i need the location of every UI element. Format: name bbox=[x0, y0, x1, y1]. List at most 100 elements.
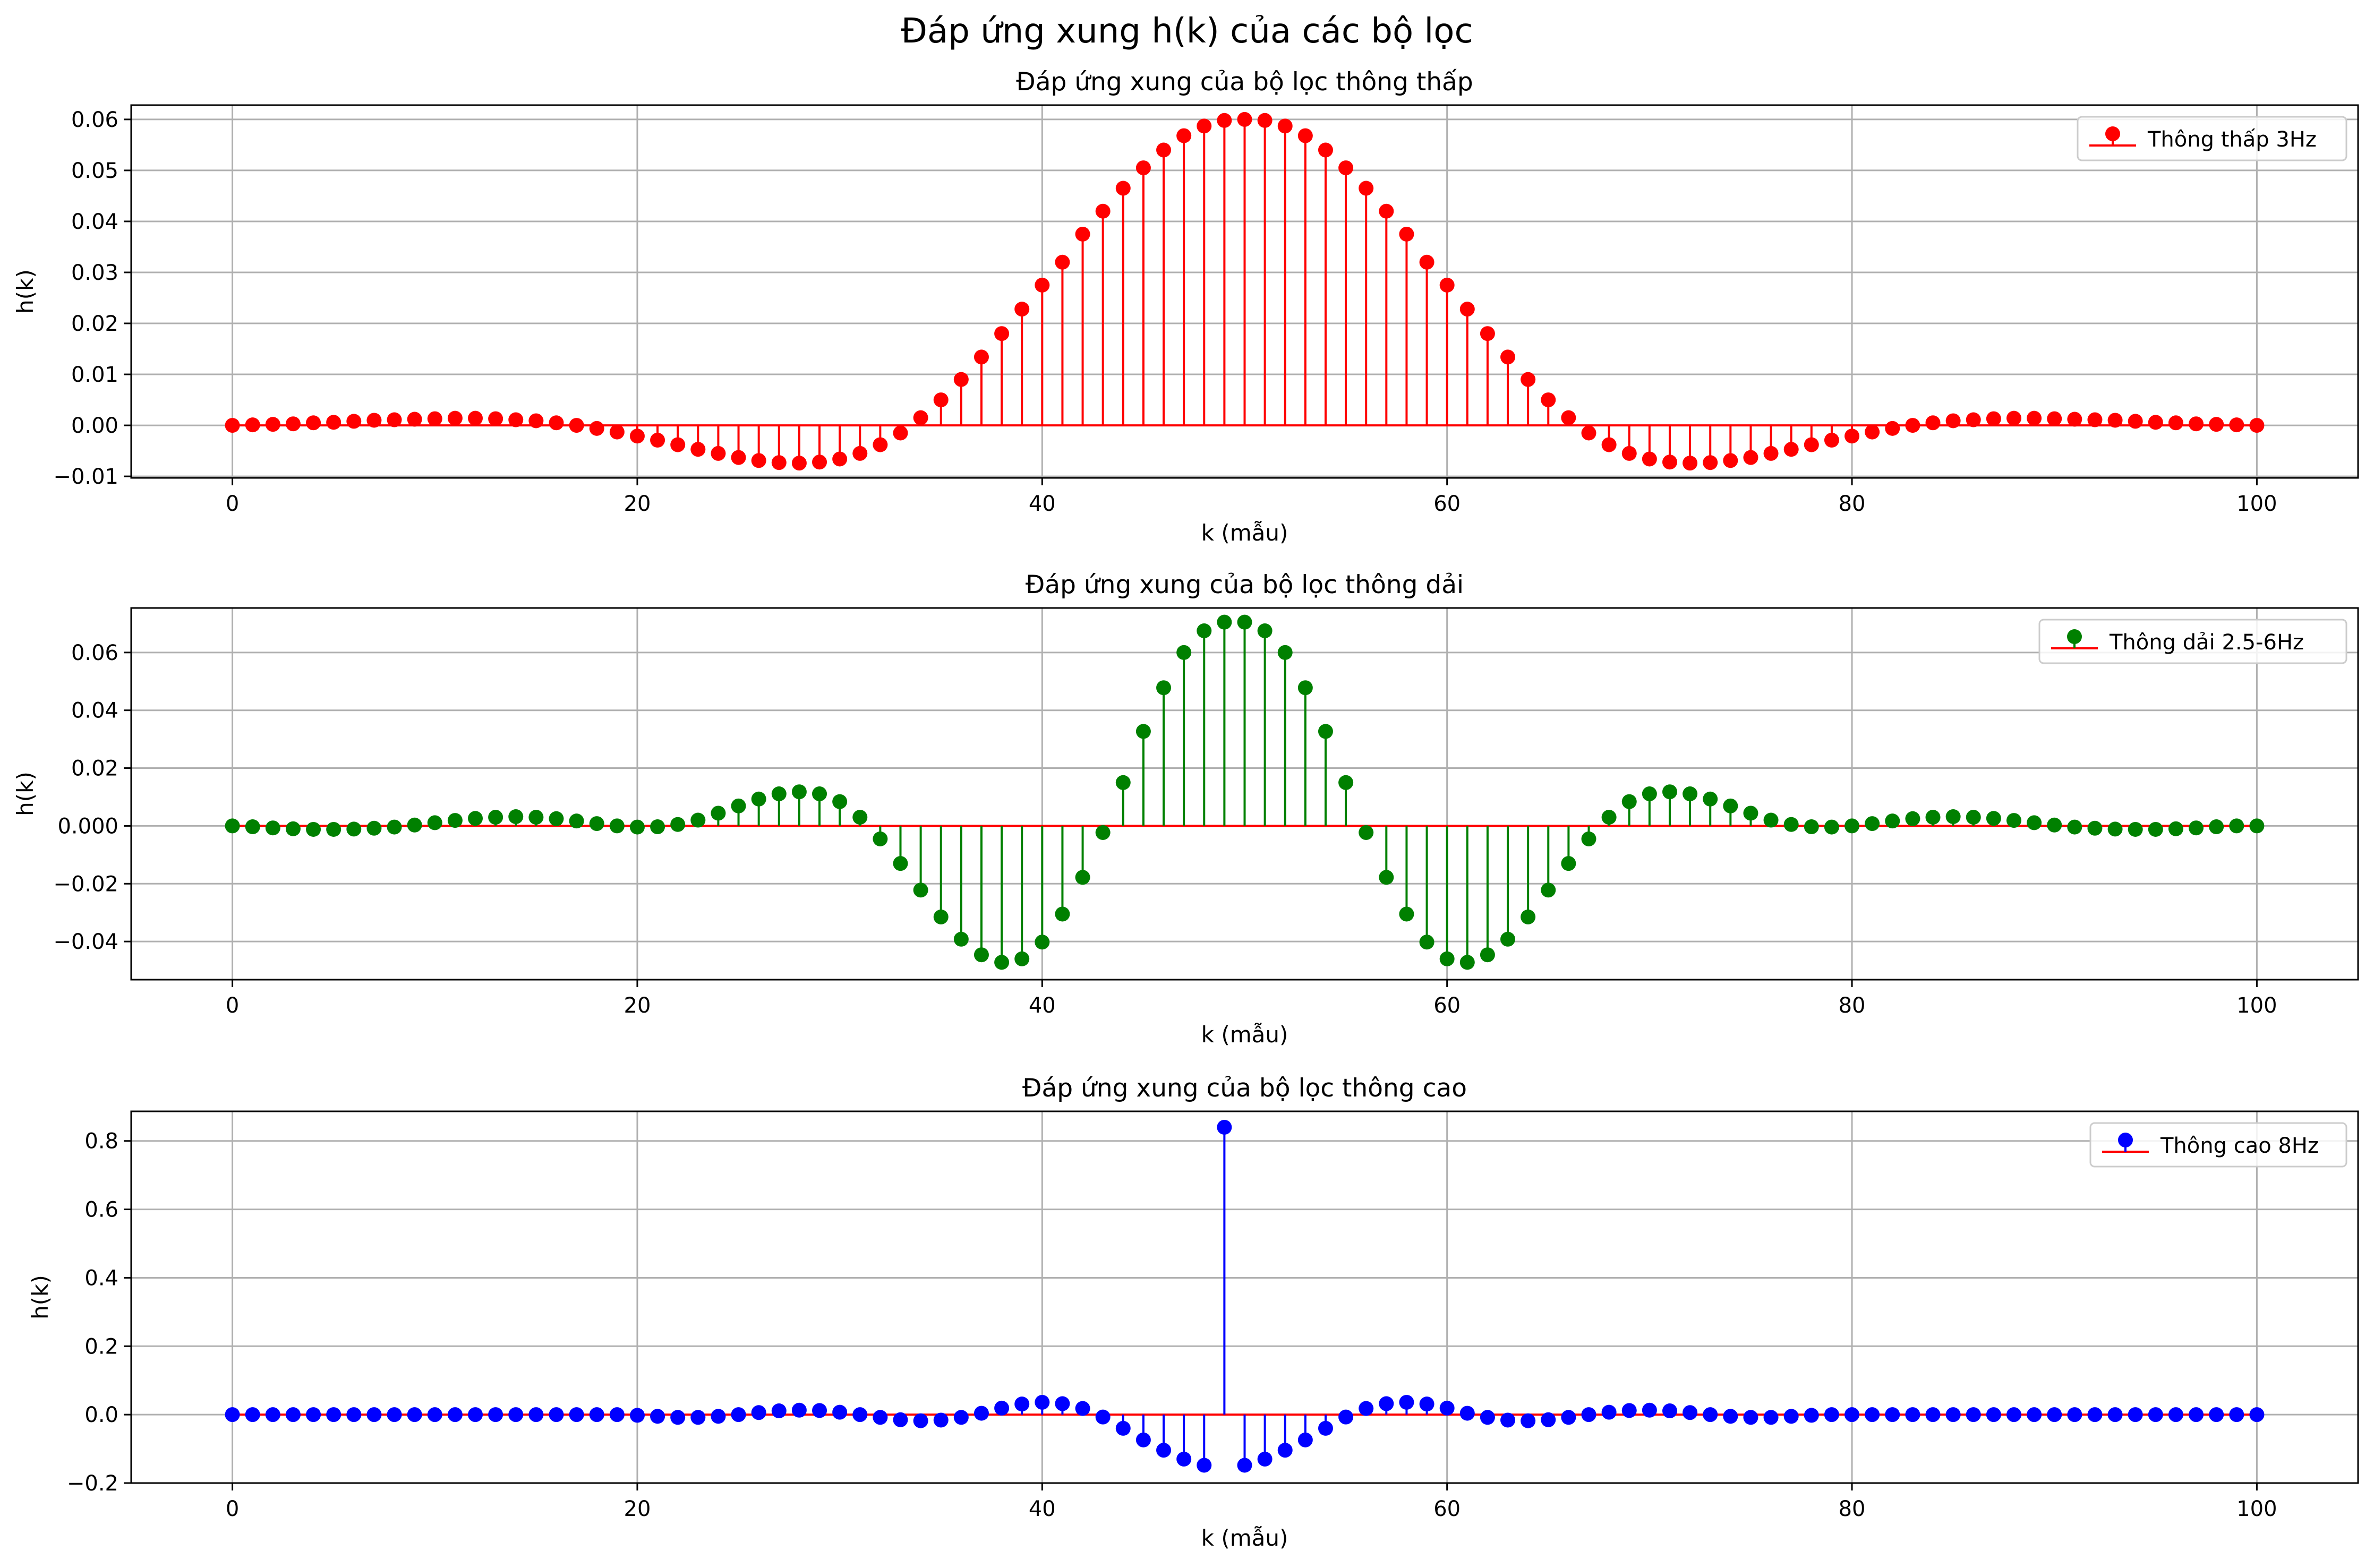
stem-marker bbox=[1197, 1458, 1212, 1473]
x-tick-label: 0 bbox=[226, 993, 239, 1018]
stem-marker bbox=[1966, 1407, 1981, 1423]
x-tick-label: 0 bbox=[226, 492, 239, 516]
stem-marker bbox=[1075, 1401, 1090, 1416]
stem-marker bbox=[1986, 411, 2001, 426]
stem-marker bbox=[1966, 810, 1981, 825]
y-tick-label: −0.2 bbox=[67, 1471, 118, 1496]
stem-marker bbox=[1763, 812, 1779, 828]
stem-marker bbox=[1277, 1443, 1293, 1458]
stem-marker bbox=[852, 1407, 868, 1423]
x-tick-label: 20 bbox=[624, 492, 651, 516]
stem-marker bbox=[1014, 1396, 1030, 1412]
stem-marker bbox=[1642, 451, 1657, 467]
stem-marker bbox=[569, 418, 584, 433]
x-tick-label: 80 bbox=[1839, 993, 1866, 1018]
stem-marker bbox=[933, 1412, 949, 1428]
stem-marker bbox=[1723, 798, 1738, 813]
stem-marker bbox=[1885, 1407, 1900, 1423]
stem-marker bbox=[1865, 816, 1880, 832]
stem-marker bbox=[2027, 410, 2042, 426]
stem-marker bbox=[2249, 418, 2265, 433]
x-tick-label: 100 bbox=[2236, 993, 2277, 1018]
stem-marker bbox=[528, 810, 544, 825]
stem-marker bbox=[427, 1407, 442, 1423]
stem-marker bbox=[1541, 392, 1556, 408]
stem-marker bbox=[2189, 1407, 2204, 1423]
stem-marker bbox=[2006, 410, 2021, 426]
stem-marker bbox=[1743, 806, 1758, 821]
stem-marker bbox=[1359, 181, 1374, 196]
stem-marker bbox=[1439, 1400, 1455, 1416]
stem-marker bbox=[1844, 818, 1860, 834]
stem-marker bbox=[589, 421, 604, 436]
y-tick-label: −0.04 bbox=[53, 930, 118, 954]
stem-marker bbox=[873, 831, 888, 846]
stem-marker bbox=[1115, 775, 1131, 790]
y-axis-label: h(k) bbox=[12, 772, 38, 816]
stem-marker bbox=[1986, 811, 2001, 826]
stem-marker bbox=[1419, 254, 1434, 270]
stem-marker bbox=[387, 1407, 402, 1423]
stem-marker bbox=[1521, 909, 1536, 924]
stem-marker bbox=[893, 856, 908, 871]
stem-marker bbox=[447, 1407, 463, 1423]
y-tick-label: 0.05 bbox=[71, 159, 118, 183]
stem-marker bbox=[1197, 118, 1212, 134]
stem-marker bbox=[953, 931, 969, 947]
stem-marker bbox=[265, 417, 280, 432]
stem-marker bbox=[1338, 775, 1354, 790]
stem-marker bbox=[2067, 1407, 2082, 1423]
stem-marker bbox=[1824, 819, 1839, 835]
stem-marker bbox=[1601, 810, 1617, 825]
stem-marker bbox=[1217, 614, 1232, 630]
stem-marker bbox=[1703, 455, 1718, 470]
stem-marker bbox=[1986, 1407, 2001, 1423]
stem-marker bbox=[1459, 955, 1475, 970]
x-tick-label: 100 bbox=[2236, 1497, 2277, 1521]
stem-marker bbox=[468, 410, 483, 426]
x-tick-label: 40 bbox=[1029, 1497, 1056, 1521]
stem-marker bbox=[2148, 415, 2163, 430]
stem-marker bbox=[1379, 203, 1394, 219]
stem-marker bbox=[1055, 1396, 1070, 1411]
stem-marker bbox=[1621, 1403, 1637, 1418]
stem-marker bbox=[326, 821, 341, 837]
stem-marker bbox=[1257, 113, 1273, 128]
stem-marker bbox=[1743, 450, 1758, 465]
stem-marker bbox=[1359, 1401, 1374, 1416]
stem-marker bbox=[609, 1407, 625, 1423]
stem-marker bbox=[1763, 445, 1779, 461]
stem-marker bbox=[1176, 128, 1192, 143]
stem-marker bbox=[1844, 1407, 1860, 1423]
stem-marker bbox=[2209, 1407, 2224, 1423]
stem-marker bbox=[1115, 181, 1131, 196]
y-axis-label: h(k) bbox=[27, 1275, 53, 1319]
legend-frame bbox=[2077, 116, 2347, 161]
stem-marker bbox=[346, 821, 362, 837]
y-tick-label: −0.01 bbox=[53, 465, 118, 489]
x-tick-label: 60 bbox=[1433, 993, 1461, 1018]
stem-marker bbox=[1135, 1432, 1151, 1447]
subplot-title: Đáp ứng xung của bộ lọc thông cao bbox=[1022, 1074, 1467, 1103]
stem-marker bbox=[265, 820, 280, 836]
x-axis-label: k (mẫu) bbox=[1201, 520, 1288, 546]
stem-marker bbox=[1783, 817, 1799, 832]
stem-marker bbox=[1804, 1408, 1819, 1423]
stem-marker bbox=[1379, 1396, 1394, 1411]
stem-marker bbox=[1743, 1410, 1758, 1425]
legend-label: Thông cao 8Hz bbox=[2160, 1134, 2319, 1158]
stem-marker bbox=[1197, 623, 1212, 639]
stem-marker bbox=[629, 1408, 645, 1423]
stem-marker bbox=[650, 432, 665, 448]
stem-marker bbox=[1662, 455, 1677, 470]
stem-marker bbox=[2229, 1407, 2244, 1423]
stem-marker bbox=[690, 812, 706, 828]
stem-marker bbox=[2148, 821, 2163, 837]
stem-marker bbox=[1945, 1407, 1961, 1423]
x-axis-label: k (mẫu) bbox=[1201, 1525, 1288, 1551]
subplot-3: Đáp ứng xung của bộ lọc thông cao 0 20 40 60… bbox=[27, 1074, 2359, 1551]
stem-marker bbox=[670, 437, 686, 452]
stem-marker bbox=[2047, 1407, 2062, 1423]
stem-marker bbox=[488, 1407, 503, 1423]
stem-marker bbox=[1541, 882, 1556, 898]
